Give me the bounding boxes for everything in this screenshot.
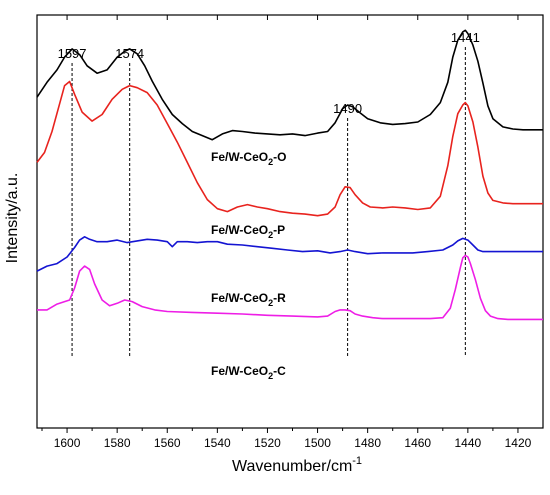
series-line-4 — [37, 254, 543, 321]
series-line-3 — [36, 236, 543, 272]
plot-border — [36, 14, 544, 429]
series-label: Fe/W-CeO2-P — [211, 223, 285, 240]
series-label: Fe/W-CeO2-C — [211, 364, 286, 381]
x-axis: 1600 1580 1560 1540 1520 1500 1480 1460 1440 1420 — [41, 15, 532, 450]
peak-guide-lines — [71, 47, 466, 357]
series-layer — [36, 29, 543, 321]
x-tick-label: 1460 — [404, 436, 431, 450]
series-label: Fe/W-CeO2-R — [211, 291, 286, 308]
x-tick-label: 1440 — [454, 436, 481, 450]
x-axis-title-main: Wavenumber/cm — [232, 458, 352, 475]
x-axis-title-superscript: -1 — [352, 455, 362, 467]
peak-label: 1490 — [333, 101, 362, 116]
peak-label: 1597 — [58, 46, 87, 61]
x-tick-label: 1520 — [254, 436, 281, 450]
x-tick-label: 1580 — [104, 436, 131, 450]
x-axis-title: Wavenumber/cm-1 — [232, 455, 362, 475]
peak-label: 1441 — [451, 30, 480, 45]
peak-label: 1574 — [115, 46, 144, 61]
series-line-1 — [36, 29, 543, 141]
plot-frame — [36, 14, 544, 429]
y-axis-title: Intensity/a.u. — [4, 173, 21, 264]
x-tick-label: 1540 — [204, 436, 231, 450]
series-labels: Fe/W-CeO2-O Fe/W-CeO2-P Fe/W-CeO2-R Fe/W-Ce… — [211, 150, 286, 381]
peak-labels: 1597 1574 1490 1441 — [58, 30, 480, 116]
x-tick-label: 1420 — [505, 436, 532, 450]
x-tick-label: 1600 — [54, 436, 81, 450]
x-tick-label: 1560 — [154, 436, 181, 450]
x-tick-label: 1500 — [304, 436, 331, 450]
series-line-2 — [36, 80, 543, 217]
x-tick-label: 1480 — [354, 436, 381, 450]
series-label: Fe/W-CeO2-O — [211, 150, 286, 167]
